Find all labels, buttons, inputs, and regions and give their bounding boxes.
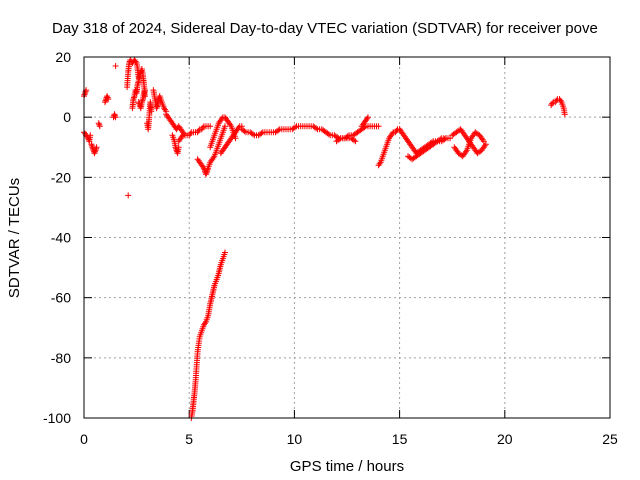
data-point xyxy=(375,123,382,130)
data-point xyxy=(480,138,487,145)
data-point xyxy=(105,96,112,103)
x-tick-label: 0 xyxy=(80,431,88,447)
data-point xyxy=(258,130,265,137)
data-point xyxy=(125,192,132,199)
y-tick-label: -60 xyxy=(51,290,71,306)
x-tick-label: 20 xyxy=(497,431,513,447)
data-point xyxy=(222,249,228,256)
data-point xyxy=(325,131,332,138)
data-point xyxy=(275,127,282,134)
y-tick-label: -100 xyxy=(43,410,71,426)
data-point xyxy=(96,123,103,130)
data-point xyxy=(313,125,320,132)
x-tick-label: 10 xyxy=(287,431,303,447)
y-tick-labels: -100 -80 -60 -40 -20 0 20 xyxy=(43,49,71,426)
data-point xyxy=(241,128,248,135)
y-tick-label: 0 xyxy=(63,109,71,125)
data-points xyxy=(81,57,568,421)
data-point xyxy=(292,124,299,131)
data-point xyxy=(336,136,343,143)
data-point xyxy=(344,133,351,140)
y-tick-label: -80 xyxy=(51,350,71,366)
data-point xyxy=(351,137,357,144)
grid xyxy=(84,57,610,418)
data-point xyxy=(365,114,371,121)
x-tick-labels: 0 5 10 15 20 25 xyxy=(80,431,618,447)
y-tick-label: 20 xyxy=(55,49,71,65)
data-point xyxy=(112,114,119,121)
data-point xyxy=(207,123,214,130)
data-point xyxy=(352,138,359,145)
chart-title: Day 318 of 2024, Sidereal Day-to-day VTE… xyxy=(52,20,598,37)
data-point xyxy=(142,87,148,94)
data-point xyxy=(87,132,94,139)
data-point xyxy=(112,63,119,69)
x-tick-label: 5 xyxy=(185,431,193,447)
y-axis-title: SDTVAR / TECUs xyxy=(6,178,23,298)
plot-frame xyxy=(83,56,611,419)
x-tick-label: 15 xyxy=(392,431,408,447)
data-point xyxy=(222,123,228,130)
data-point xyxy=(441,136,448,143)
x-tick-label: 25 xyxy=(602,431,618,447)
data-point xyxy=(250,131,256,138)
data-point xyxy=(433,139,440,146)
data-point xyxy=(561,111,568,118)
data-point xyxy=(175,144,182,151)
x-axis-title: GPS time / hours xyxy=(290,458,404,475)
data-point xyxy=(93,144,100,151)
y-tick-label: -40 xyxy=(51,230,71,246)
data-point xyxy=(148,108,155,115)
y-tick-label: -20 xyxy=(51,169,71,185)
